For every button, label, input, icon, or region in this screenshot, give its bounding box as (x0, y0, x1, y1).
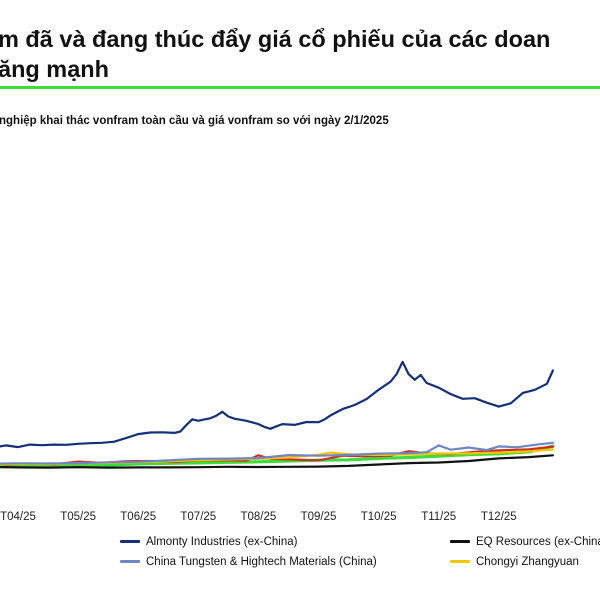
x-tick-label: T07/25 (180, 511, 216, 523)
x-tick-label: T10/25 (361, 511, 397, 523)
chart-subtitle: nghiệp khai thác vonfram toàn cầu và giá… (0, 115, 389, 127)
headline-divider (0, 86, 600, 89)
x-tick-label: T09/25 (301, 511, 337, 523)
series-line-0 (0, 360, 554, 449)
legend-swatch (450, 540, 470, 544)
legend-label: Almonty Industries (ex-China) (146, 536, 298, 548)
legend-label: China Tungsten & Hightech Materials (Chi… (146, 556, 377, 568)
series-line-5 (0, 444, 555, 469)
x-tick-label: T11/25 (421, 511, 456, 523)
legend-swatch (450, 560, 470, 564)
legend-label: EQ Resources (ex-China) (476, 536, 600, 548)
legend-label: Chongyi Zhangyuan (476, 556, 579, 568)
x-tick-label: T08/25 (240, 511, 276, 523)
x-axis-ticks: T04/25 T05/25 T06/25 T07/25 T08/25 T09/25 T10/… (0, 511, 517, 523)
headline-line-1: m đã và đang thúc đẩy giá cổ phiếu của c… (0, 26, 551, 52)
legend-item: Chongyi Zhangyuan (450, 556, 579, 572)
series-line-2 (0, 441, 554, 465)
headline-line-2: ăng mạnh (0, 56, 109, 82)
x-tick-label: T12/25 (481, 511, 517, 523)
legend-swatch (120, 540, 140, 544)
series-line-1 (0, 454, 554, 469)
chart-headline: m đã và đang thúc đẩy giá cổ phiếu của c… (0, 24, 600, 84)
x-tick-label: T05/25 (60, 511, 96, 523)
legend-item: China Tungsten & Hightech Materials (Chi… (120, 556, 377, 572)
line-chart: T04/25 T05/25 T06/25 T07/25 T08/25 T09/25 T10/… (0, 360, 555, 523)
series-layer (0, 360, 555, 469)
x-tick-label: T06/25 (120, 511, 156, 523)
x-tick-label: T04/25 (0, 511, 36, 523)
legend-swatch (120, 560, 140, 564)
legend-item: EQ Resources (ex-China) (450, 536, 600, 552)
legend-item: Almonty Industries (ex-China) (120, 536, 297, 552)
